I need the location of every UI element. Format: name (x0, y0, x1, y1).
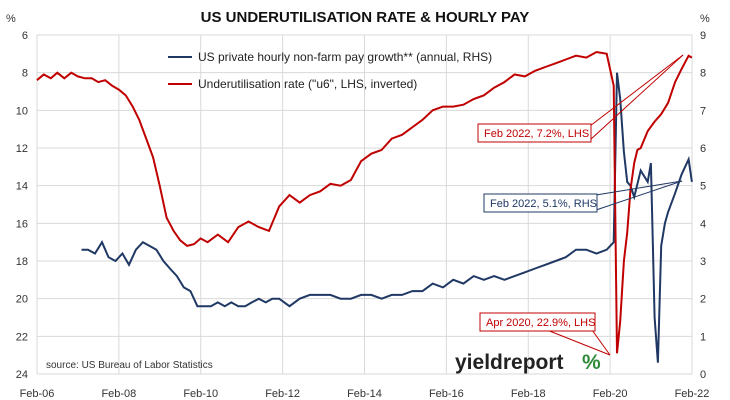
annotation-apr2020-lhs: Apr 2020, 22.9%, LHS (479, 312, 611, 356)
annotation-box (483, 193, 598, 213)
yieldreport-logo: yieldreport % (455, 351, 601, 374)
right-tick-label: 5 (700, 181, 706, 193)
left-tick-label: 22 (16, 331, 28, 343)
right-tick-label: 4 (700, 218, 706, 230)
annotation-feb2022-rhs: Feb 2022, 5.1%, RHS (483, 180, 683, 213)
right-tick-label: 0 (700, 369, 706, 381)
x-tick-label: Feb-18 (511, 388, 546, 400)
annotation-leader-line (589, 54, 684, 141)
right-axis-unit: % (700, 13, 710, 25)
annotation-feb2022-lhs: Feb 2022, 7.2%, LHS (477, 54, 684, 143)
source-note: source: US Bureau of Labor Statistics (46, 360, 213, 371)
left-tick-label: 24 (16, 369, 28, 381)
annotation-label: Apr 2020, 22.9%, LHS (486, 317, 595, 329)
annotation-label: Feb 2022, 7.2%, LHS (484, 128, 589, 140)
legend-label-underutilisation: Underutilisation rate ("u6", LHS, invert… (198, 77, 417, 91)
right-tick-label: 1 (700, 331, 706, 343)
right-tick-label: 8 (700, 68, 706, 80)
left-tick-label: 14 (16, 181, 28, 193)
x-tick-label: Feb-08 (101, 388, 136, 400)
x-tick-label: Feb-14 (347, 388, 382, 400)
annotation-box (477, 123, 592, 143)
x-axis-ticks: Feb-06 Feb-08 Feb-10 Feb-12 Feb-14 Feb-16 Feb-… (20, 388, 710, 400)
annotation-leader-line (546, 329, 611, 356)
right-tick-label: 3 (700, 256, 706, 268)
x-tick-label: Feb-16 (429, 388, 464, 400)
annotation-leader-line (595, 180, 683, 196)
left-axis-ticks: 6 8 10 12 14 16 18 20 22 24 (16, 30, 28, 381)
annotation-label: Feb 2022, 5.1%, RHS (490, 198, 597, 210)
left-tick-label: 20 (16, 294, 28, 306)
left-axis-unit: % (6, 13, 16, 25)
right-tick-label: 9 (700, 30, 706, 42)
right-axis-ticks: 0 1 2 3 4 5 6 7 8 9 (700, 30, 706, 381)
right-tick-label: 7 (700, 105, 706, 117)
x-tick-label: Feb-12 (265, 388, 300, 400)
left-tick-label: 16 (16, 218, 28, 230)
left-tick-label: 6 (22, 30, 28, 42)
left-tick-label: 10 (16, 105, 28, 117)
logo-percent-symbol: % (582, 351, 601, 374)
right-tick-label: 2 (700, 294, 706, 306)
left-tick-label: 18 (16, 256, 28, 268)
x-tick-label: Feb-20 (593, 388, 628, 400)
left-tick-label: 8 (22, 68, 28, 80)
annotation-leader-line (595, 180, 683, 211)
series-line-underutilisation (36, 50, 693, 354)
x-tick-label: Feb-06 (20, 388, 55, 400)
annotation-leader-line (591, 329, 611, 356)
logo-word: yieldreport (455, 351, 564, 374)
x-tick-label: Feb-10 (183, 388, 218, 400)
series-line-pay-growth (81, 72, 693, 363)
annotation-leader-line (589, 54, 684, 127)
legend-label-pay-growth: US private hourly non-farm pay growth** … (198, 50, 492, 64)
x-tick-label: Feb-22 (675, 388, 710, 400)
chart-title: US UNDERUTILISATION RATE & HOURLY PAY (201, 9, 530, 26)
grid (36, 34, 693, 375)
annotation-box (479, 312, 596, 332)
right-tick-label: 6 (700, 143, 706, 155)
legend: US private hourly non-farm pay growth** … (168, 50, 492, 91)
left-tick-label: 12 (16, 143, 28, 155)
